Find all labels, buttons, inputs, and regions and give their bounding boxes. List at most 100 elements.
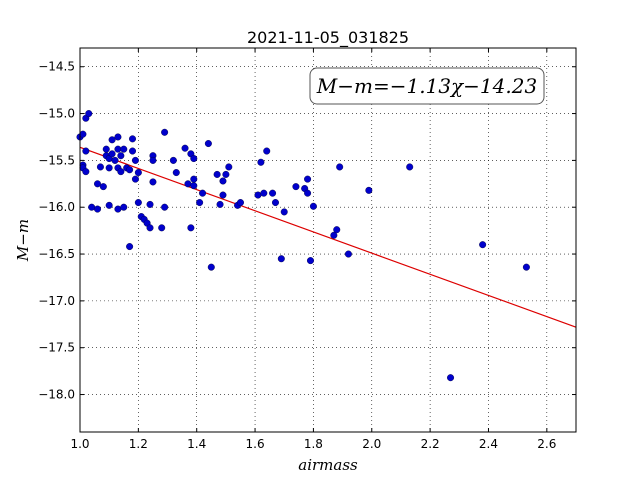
data-point — [105, 201, 113, 209]
axis-ticks: 1.0 1.2 1.4 1.6 1.8 2.0 2.2 2.4 2.6 −14.5 −15.0 −15… — [38, 48, 576, 451]
data-point — [304, 189, 312, 197]
data-point — [108, 150, 116, 158]
x-tick-label: 1.6 — [246, 437, 265, 451]
x-tick-label: 2.0 — [362, 437, 381, 451]
data-point — [222, 170, 230, 178]
data-point — [213, 170, 221, 178]
data-point — [169, 156, 177, 164]
plot-frame — [79, 47, 577, 433]
data-point — [94, 180, 102, 188]
data-point — [522, 263, 530, 271]
data-point — [344, 250, 352, 258]
data-point — [187, 224, 195, 232]
data-point — [190, 155, 198, 163]
data-point — [126, 166, 134, 174]
data-point — [263, 147, 271, 155]
data-point — [114, 133, 122, 141]
data-point — [190, 182, 198, 190]
data-point — [184, 180, 192, 188]
data-point — [85, 110, 93, 118]
data-point — [131, 156, 139, 164]
data-point — [149, 156, 157, 164]
data-point — [306, 257, 314, 265]
data-point — [309, 202, 317, 210]
data-point — [134, 199, 142, 207]
x-tick-label: 1.4 — [187, 437, 206, 451]
data-point — [114, 205, 122, 213]
data-point — [260, 189, 268, 197]
gridlines — [79, 48, 576, 432]
data-point — [94, 205, 102, 213]
data-point — [114, 145, 122, 153]
chart-title: 2021-11-05_031825 — [247, 28, 409, 48]
data-point — [304, 175, 312, 183]
data-point — [146, 200, 154, 208]
y-axis-label: M−m — [14, 219, 32, 262]
data-point — [365, 186, 373, 194]
data-point — [236, 199, 244, 207]
data-point — [196, 199, 204, 207]
data-point — [181, 144, 189, 152]
y-tick-label: −18.0 — [38, 388, 75, 402]
data-point — [82, 147, 90, 155]
data-point — [292, 183, 300, 191]
y-tick-label: −15.5 — [38, 153, 75, 167]
x-axis-label: airmass — [298, 456, 358, 474]
data-point — [207, 263, 215, 271]
data-point — [120, 203, 128, 211]
data-point — [216, 200, 224, 208]
data-point — [117, 152, 125, 160]
x-tick-label: 2.6 — [537, 437, 556, 451]
data-point — [199, 189, 207, 197]
data-points — [76, 110, 530, 382]
data-point — [225, 163, 233, 171]
fit-line-group — [79, 146, 577, 328]
data-point — [219, 191, 227, 199]
data-point — [172, 169, 180, 177]
data-point — [204, 140, 212, 148]
x-tick-label: 1.0 — [70, 437, 89, 451]
data-point — [129, 135, 137, 143]
annotation-box — [309, 67, 545, 105]
data-point — [190, 175, 198, 183]
plot-area — [80, 48, 576, 432]
data-point — [108, 136, 116, 144]
data-point — [158, 224, 166, 232]
fit-line — [79, 146, 577, 328]
data-point — [129, 147, 137, 155]
x-tick-label: 2.2 — [421, 437, 440, 451]
y-tick-label: −17.0 — [38, 294, 75, 308]
data-point — [161, 203, 169, 211]
data-point — [254, 191, 262, 199]
y-tick-label: −16.0 — [38, 200, 75, 214]
data-point — [336, 163, 344, 171]
data-point — [111, 156, 119, 164]
y-tick-label: −15.0 — [38, 107, 75, 121]
data-point — [257, 158, 265, 166]
y-tick-label: −14.5 — [38, 60, 75, 74]
y-tick-label: −17.5 — [38, 341, 75, 355]
data-point — [105, 164, 113, 172]
data-point — [269, 189, 277, 197]
data-point — [149, 178, 157, 186]
data-point — [102, 145, 110, 153]
y-tick-label: −16.5 — [38, 247, 75, 261]
x-tick-label: 1.8 — [304, 437, 323, 451]
data-point — [79, 130, 87, 138]
data-point — [330, 231, 338, 239]
data-point — [146, 224, 154, 232]
data-point — [99, 183, 107, 191]
data-point — [134, 169, 142, 177]
data-point — [120, 145, 128, 153]
fit-annotation: M−m=−1.13χ−14.23 — [309, 67, 545, 105]
data-point — [219, 177, 227, 185]
annotation-text: M−m=−1.13χ−14.23 — [316, 74, 537, 98]
data-point — [131, 175, 139, 183]
data-point — [277, 255, 285, 263]
data-point — [333, 226, 341, 234]
data-point — [126, 243, 134, 251]
data-point — [406, 163, 414, 171]
data-point — [96, 163, 104, 171]
x-tick-label: 2.4 — [479, 437, 498, 451]
